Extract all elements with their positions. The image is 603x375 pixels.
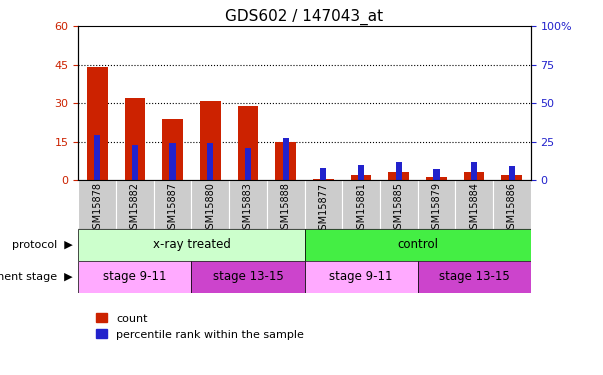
Bar xyxy=(417,180,455,229)
Bar xyxy=(276,142,296,180)
Bar xyxy=(417,261,531,292)
Bar xyxy=(207,143,213,180)
Bar xyxy=(471,162,477,180)
Bar xyxy=(502,175,522,180)
Bar xyxy=(94,135,100,180)
Bar xyxy=(509,166,515,180)
Text: GSM15886: GSM15886 xyxy=(507,183,517,236)
Bar xyxy=(305,261,417,292)
Bar xyxy=(464,172,484,180)
Text: GSM15882: GSM15882 xyxy=(130,183,140,236)
Bar xyxy=(305,180,343,229)
Bar xyxy=(78,180,116,229)
Bar xyxy=(320,168,326,180)
Bar xyxy=(229,180,267,229)
Bar xyxy=(154,180,192,229)
Bar xyxy=(192,180,229,229)
Bar xyxy=(351,175,371,180)
Bar xyxy=(238,106,258,180)
Legend: count, percentile rank within the sample: count, percentile rank within the sample xyxy=(96,313,304,339)
Text: GSM15879: GSM15879 xyxy=(431,183,441,236)
Bar xyxy=(116,180,154,229)
Bar xyxy=(267,180,305,229)
Bar xyxy=(125,98,145,180)
Text: stage 13-15: stage 13-15 xyxy=(213,270,283,283)
Text: GSM15888: GSM15888 xyxy=(280,183,291,236)
Text: GSM15887: GSM15887 xyxy=(168,183,178,236)
Bar xyxy=(434,169,440,180)
Bar xyxy=(305,229,531,261)
Bar xyxy=(78,261,192,292)
Text: GSM15883: GSM15883 xyxy=(243,183,253,236)
Text: control: control xyxy=(397,238,438,251)
Bar xyxy=(283,138,289,180)
Bar xyxy=(200,100,221,180)
Bar xyxy=(358,165,364,180)
Bar xyxy=(132,145,138,180)
Text: protocol  ▶: protocol ▶ xyxy=(11,240,72,250)
Bar xyxy=(78,229,305,261)
Text: GSM15881: GSM15881 xyxy=(356,183,366,236)
Bar xyxy=(343,180,380,229)
Text: stage 9-11: stage 9-11 xyxy=(103,270,166,283)
Bar xyxy=(313,179,333,180)
Text: GSM15880: GSM15880 xyxy=(205,183,215,236)
Text: stage 13-15: stage 13-15 xyxy=(439,270,510,283)
Text: GSM15877: GSM15877 xyxy=(318,183,329,236)
Text: x-ray treated: x-ray treated xyxy=(153,238,230,251)
Bar xyxy=(493,180,531,229)
Bar xyxy=(396,162,402,180)
Text: GSM15885: GSM15885 xyxy=(394,183,404,236)
Bar xyxy=(162,118,183,180)
Title: GDS602 / 147043_at: GDS602 / 147043_at xyxy=(226,9,384,25)
Bar xyxy=(87,67,107,180)
Bar xyxy=(426,177,447,180)
Text: GSM15878: GSM15878 xyxy=(92,183,103,236)
Bar xyxy=(380,180,417,229)
Text: stage 9-11: stage 9-11 xyxy=(329,270,393,283)
Bar xyxy=(388,172,409,180)
Bar xyxy=(192,261,305,292)
Bar xyxy=(245,148,251,180)
Text: GSM15884: GSM15884 xyxy=(469,183,479,236)
Bar xyxy=(455,180,493,229)
Text: development stage  ▶: development stage ▶ xyxy=(0,272,72,282)
Bar xyxy=(169,143,175,180)
